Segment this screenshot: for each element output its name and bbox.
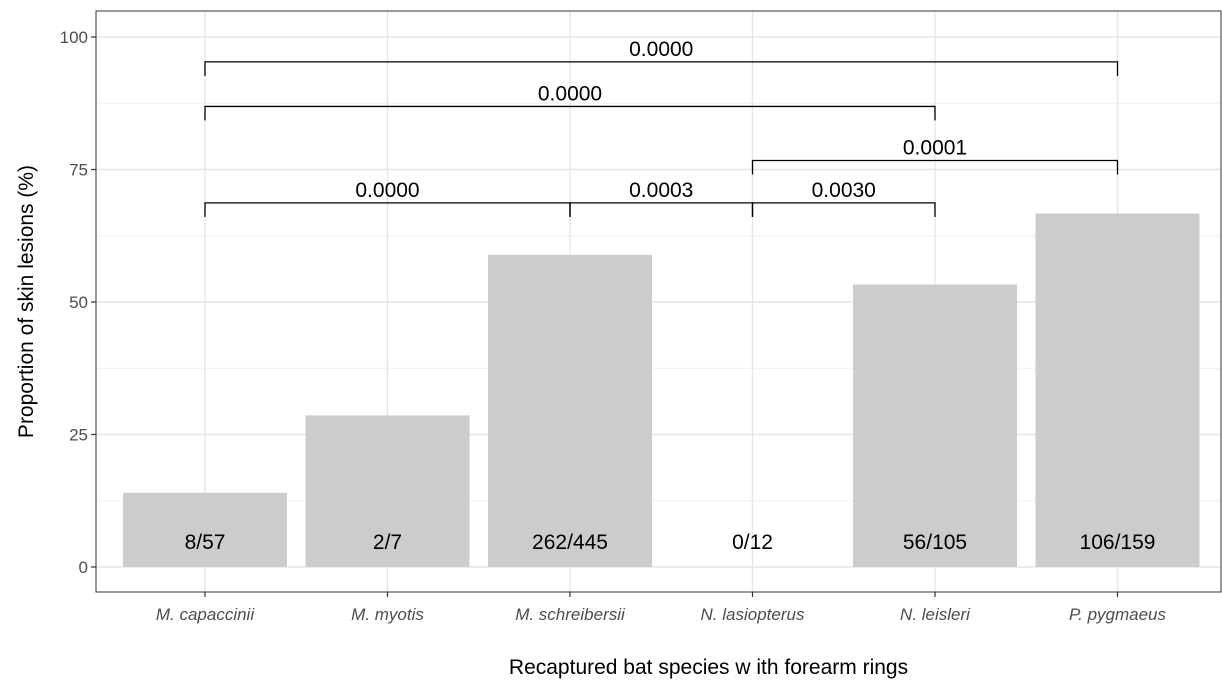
- significance-bracket: [751, 159, 1119, 175]
- x-tick-label: P. pygmaeus: [1069, 605, 1167, 624]
- bar-count-label: 2/7: [373, 531, 402, 554]
- x-tick-label: M. capaccinii: [156, 605, 255, 624]
- y-tick-label: 25: [69, 426, 88, 445]
- p-value-label: 0.0000: [355, 179, 419, 202]
- bar-count-label: 0/12: [732, 531, 773, 554]
- significance-bracket: [204, 105, 936, 121]
- x-tick-label: M. myotis: [351, 605, 424, 624]
- y-tick-label: 100: [60, 28, 88, 47]
- x-tick-label: N. leisleri: [900, 605, 971, 624]
- bars: [123, 213, 1200, 568]
- y-tick-label: 75: [69, 161, 88, 180]
- significance-brackets: 0.0000 0.0003 0.0030 0.0001 0.0000 0.0000: [204, 38, 1119, 217]
- x-axis-title: Recaptured bat species w ith forearm rin…: [509, 656, 908, 679]
- bar-count-label: 262/445: [532, 531, 608, 554]
- bar-count-label: 56/105: [903, 531, 967, 554]
- x-tick-label: M. schreibersii: [515, 605, 626, 624]
- significance-bracket: [204, 61, 1119, 76]
- p-value-label: 0.0001: [903, 136, 967, 159]
- p-value-label: 0.0000: [538, 82, 602, 105]
- bar-labels: 8/57 2/7 262/445 0/12 56/105 106/159: [185, 531, 1156, 554]
- bar: [305, 415, 470, 567]
- bar-count-label: 8/57: [185, 531, 226, 554]
- p-value-label: 0.0000: [629, 38, 693, 61]
- significance-bracket: [751, 202, 936, 217]
- bar: [488, 254, 652, 567]
- bar: [123, 492, 287, 567]
- axes: 0 25 50 75 100 M. capaccinii M. myotis M. schre…: [60, 28, 1167, 624]
- y-tick-label: 50: [69, 293, 88, 312]
- bar: [1035, 213, 1200, 568]
- p-value-label: 0.0030: [812, 179, 876, 202]
- y-axis-title: Proportion of skin lesions (%): [15, 165, 38, 438]
- x-tick-label: N. lasiopterus: [701, 605, 805, 624]
- y-tick-label: 0: [79, 558, 88, 577]
- p-value-label: 0.0003: [629, 179, 693, 202]
- significance-bracket: [569, 202, 754, 217]
- bar: [853, 284, 1017, 567]
- bar-count-label: 106/159: [1080, 531, 1156, 554]
